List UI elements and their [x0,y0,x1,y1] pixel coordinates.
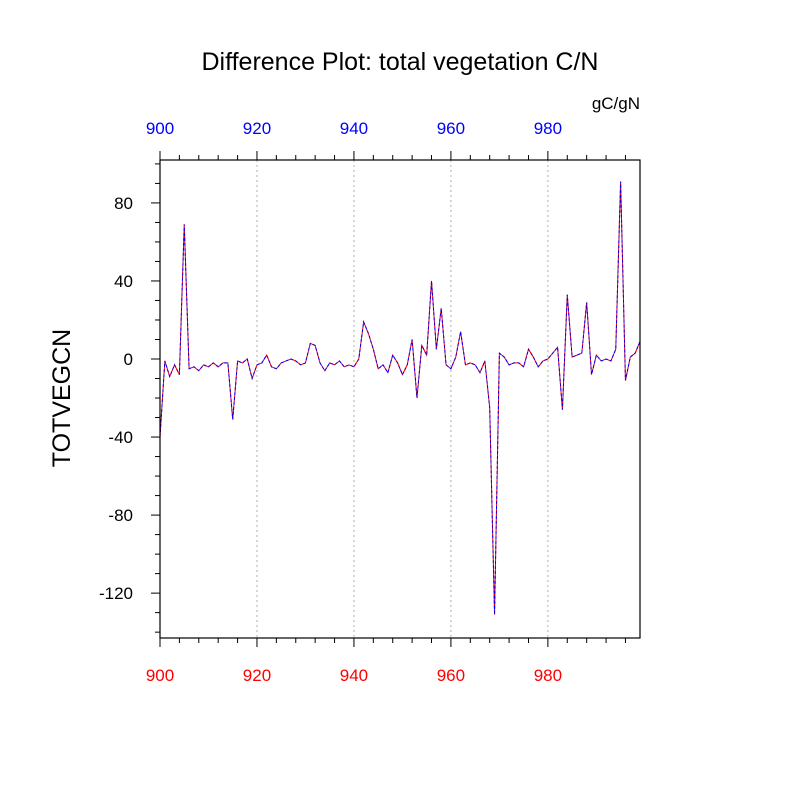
x-tick-label-bottom: 980 [534,666,562,685]
y-tick-label: 80 [114,194,133,213]
x-tick-label-top: 920 [243,119,271,138]
y-tick-label: -120 [99,584,133,603]
chart-title: Difference Plot: total vegetation C/N [202,48,599,76]
axis-ticks: 900 900 920 920 940 940 960 960 980 980 80 40 0 -40 -8… [99,119,626,685]
grid-lines [256,160,549,638]
y-tick-label: 0 [124,350,133,369]
x-tick-label-top: 940 [340,119,368,138]
series-line-1 [159,181,641,615]
x-tick-label-top: 980 [534,119,562,138]
series-line-2 [159,181,641,615]
x-tick-label-top: 900 [146,119,174,138]
y-tick-label: 40 [114,272,133,291]
y-tick-label: -40 [108,428,133,447]
x-tick-label-top: 960 [437,119,465,138]
x-tick-label-bottom: 920 [243,666,271,685]
y-axis-label: TOTVEGCN [48,329,76,467]
x-tick-label-bottom: 960 [437,666,465,685]
plot-frame [159,159,641,639]
units-label: gC/gN [592,94,640,113]
x-tick-label-bottom: 900 [146,666,174,685]
series-layer [159,181,641,615]
y-tick-label: -80 [108,506,133,525]
x-tick-label-bottom: 940 [340,666,368,685]
